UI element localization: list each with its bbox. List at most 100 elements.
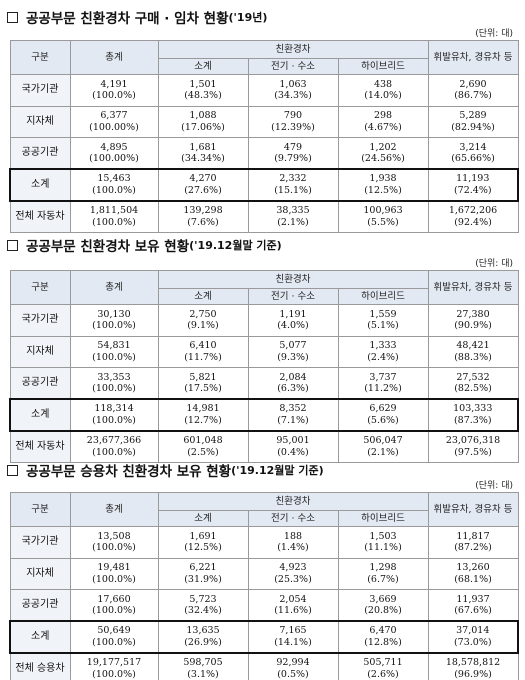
cell-value: 1,191 — [279, 308, 307, 320]
cell-percent: (68.1%) — [454, 573, 492, 585]
table-row: 공공기관 17,660 (100.0%) 5,723 (32.4%) 2,054 (11.6… — [9, 589, 519, 622]
cell-fuel: 11,937 (67.6%) — [427, 589, 519, 622]
section-title: 공공부문 친환경차 보유 현황 ('19.12월말 기준) — [7, 235, 282, 255]
cell-value: 33,353 — [97, 371, 131, 383]
cell-value: 8,352 — [279, 403, 307, 415]
cell-value: 188 — [283, 530, 303, 542]
cell-fuel: 23,076,318 (97.5%) — [427, 429, 519, 463]
cell-value: 6,221 — [189, 562, 217, 574]
cell-percent: (24.56%) — [361, 153, 405, 164]
cell-value: 6,470 — [369, 625, 397, 637]
cell-value: 118,314 — [94, 403, 134, 415]
table-row: 소계 118,314 (100.0%) 14,981 (12.7%) 8,352 (7.1%… — [9, 398, 520, 432]
cell-percent: (11.7%) — [184, 351, 222, 363]
cell-percent: (100.0%) — [92, 184, 136, 196]
table-row: 지자체 19,481 (100.0%) 6,221 (31.9%) 4,923 (25.3%… — [9, 557, 519, 590]
cell-total: 19,481 (100.0%) — [69, 557, 159, 590]
cell-fuel: 37,014 (73.0%) — [427, 620, 520, 654]
cell-elec: 92,994 (0.5%) — [247, 651, 339, 680]
row-label: 국가기관 — [9, 526, 71, 559]
cell-fuel: 103,333 (87.3%) — [427, 398, 520, 432]
cell-percent: (100.0%) — [92, 383, 136, 394]
cell-value: 11,193 — [456, 173, 490, 185]
cell-value: 19,177,517 — [86, 657, 142, 669]
table-row: 공공기관 33,353 (100.0%) 5,821 (17.5%) 2,084 (6.3%… — [9, 367, 519, 400]
cell-percent: (100.00%) — [89, 121, 139, 133]
header-electric: 전기 · 수소 — [247, 510, 339, 527]
cell-fuel: 1,672,206 (92.4%) — [427, 199, 519, 233]
cell-fuel: 3,214 (65.66%) — [427, 137, 519, 170]
cell-value: 601,048 — [183, 435, 223, 447]
cell-hybrid: 3,669 (20.8%) — [337, 589, 429, 622]
header-subtotal: 소계 — [157, 58, 249, 75]
cell-percent: (97.5%) — [454, 446, 492, 458]
cell-percent: (26.9%) — [184, 636, 222, 648]
cell-percent: (5.6%) — [367, 414, 399, 426]
unit-label: (단위: 대) — [475, 259, 513, 269]
cell-value: 14,981 — [186, 403, 220, 415]
cell-percent: (11.2%) — [364, 383, 402, 394]
cell-value: 103,333 — [453, 403, 493, 415]
table-row: 국가기관 4,191 (100.0%) 1,501 (48.3%) 1,063 (34.3%… — [9, 74, 519, 107]
cell-percent: (11.1%) — [364, 542, 402, 554]
cell-value: 11,817 — [456, 530, 490, 542]
cell-hybrid: 6,470 (12.8%) — [337, 620, 429, 654]
section-title-note: ('19.12월말 기준) — [231, 464, 324, 477]
cell-elec: 4,923 (25.3%) — [247, 557, 339, 590]
cell-percent: (4.0%) — [277, 320, 309, 332]
cell-fuel: 18,578,812 (96.9%) — [427, 651, 519, 680]
header-electric: 전기 · 수소 — [247, 58, 339, 75]
cell-hybrid: 1,938 (12.5%) — [337, 168, 429, 202]
header-hybrid: 하이브리드 — [337, 288, 429, 305]
row-label: 국가기관 — [9, 304, 71, 337]
header-fuel: 휘발유차, 경유차 등 — [427, 40, 519, 75]
cell-percent: (5.5%) — [367, 216, 399, 228]
cell-percent: (100.0%) — [92, 605, 136, 616]
cell-value: 17,660 — [97, 593, 131, 605]
cell-sub: 1,501 (48.3%) — [157, 74, 249, 107]
table-row: 전체 승용차 19,177,517 (100.0%) 598,705 (3.1%) 92,… — [9, 651, 519, 680]
cell-elec: 2,332 (15.1%) — [247, 168, 339, 202]
cell-value: 139,298 — [183, 205, 223, 217]
header-total: 총계 — [69, 40, 159, 75]
row-label: 전체 자동차 — [9, 199, 71, 233]
cell-value: 1,063 — [279, 78, 307, 90]
cell-sub: 5,821 (17.5%) — [157, 367, 249, 400]
cell-fuel: 13,260 (68.1%) — [427, 557, 519, 590]
cell-percent: (14.1%) — [274, 636, 312, 648]
cell-percent: (100.0%) — [92, 90, 136, 102]
cell-value: 15,463 — [97, 173, 131, 185]
cell-value: 3,214 — [459, 141, 487, 153]
cell-value: 18,578,812 — [445, 657, 501, 669]
cell-value: 1,672,206 — [448, 205, 498, 217]
section-title-text: 공공부문 친환경차 구매 · 임차 현황 — [26, 11, 229, 27]
row-label: 공공기관 — [9, 367, 71, 400]
cell-value: 2,690 — [459, 78, 487, 90]
cell-value: 30,130 — [97, 308, 131, 320]
cell-percent: (2.1%) — [277, 216, 309, 228]
cell-elec: 1,063 (34.3%) — [247, 74, 339, 107]
cell-value: 4,895 — [100, 141, 128, 153]
cell-sub: 1,691 (12.5%) — [157, 526, 249, 559]
cell-total: 23,677,366 (100.0%) — [69, 429, 159, 463]
cell-total: 19,177,517 (100.0%) — [69, 651, 159, 680]
row-label: 공공기관 — [9, 137, 71, 170]
cell-percent: (25.3%) — [274, 573, 312, 585]
cell-percent: (82.94%) — [451, 121, 495, 133]
cell-percent: (17.06%) — [181, 121, 225, 133]
cell-fuel: 27,532 (82.5%) — [427, 367, 519, 400]
row-label: 지자체 — [9, 557, 71, 590]
cell-percent: (2.5%) — [187, 446, 219, 458]
cell-value: 3,669 — [369, 593, 397, 605]
table-row: 소계 50,649 (100.0%) 13,635 (26.9%) 7,165 (14.1%… — [9, 620, 520, 654]
cell-percent: (14.0%) — [364, 90, 402, 102]
section-title-note: ('19.12월말 기준) — [189, 239, 282, 252]
cell-percent: (100.0%) — [92, 351, 136, 363]
cell-percent: (7.6%) — [187, 216, 219, 228]
cell-sub: 1,088 (17.06%) — [157, 105, 249, 138]
header-subtotal: 소계 — [157, 288, 249, 305]
cell-value: 1,202 — [369, 141, 397, 153]
section-title: 공공부문 친환경차 구매 · 임차 현황 ('19년) — [7, 7, 267, 27]
cell-value: 5,289 — [459, 110, 487, 122]
cell-fuel: 11,817 (87.2%) — [427, 526, 519, 559]
